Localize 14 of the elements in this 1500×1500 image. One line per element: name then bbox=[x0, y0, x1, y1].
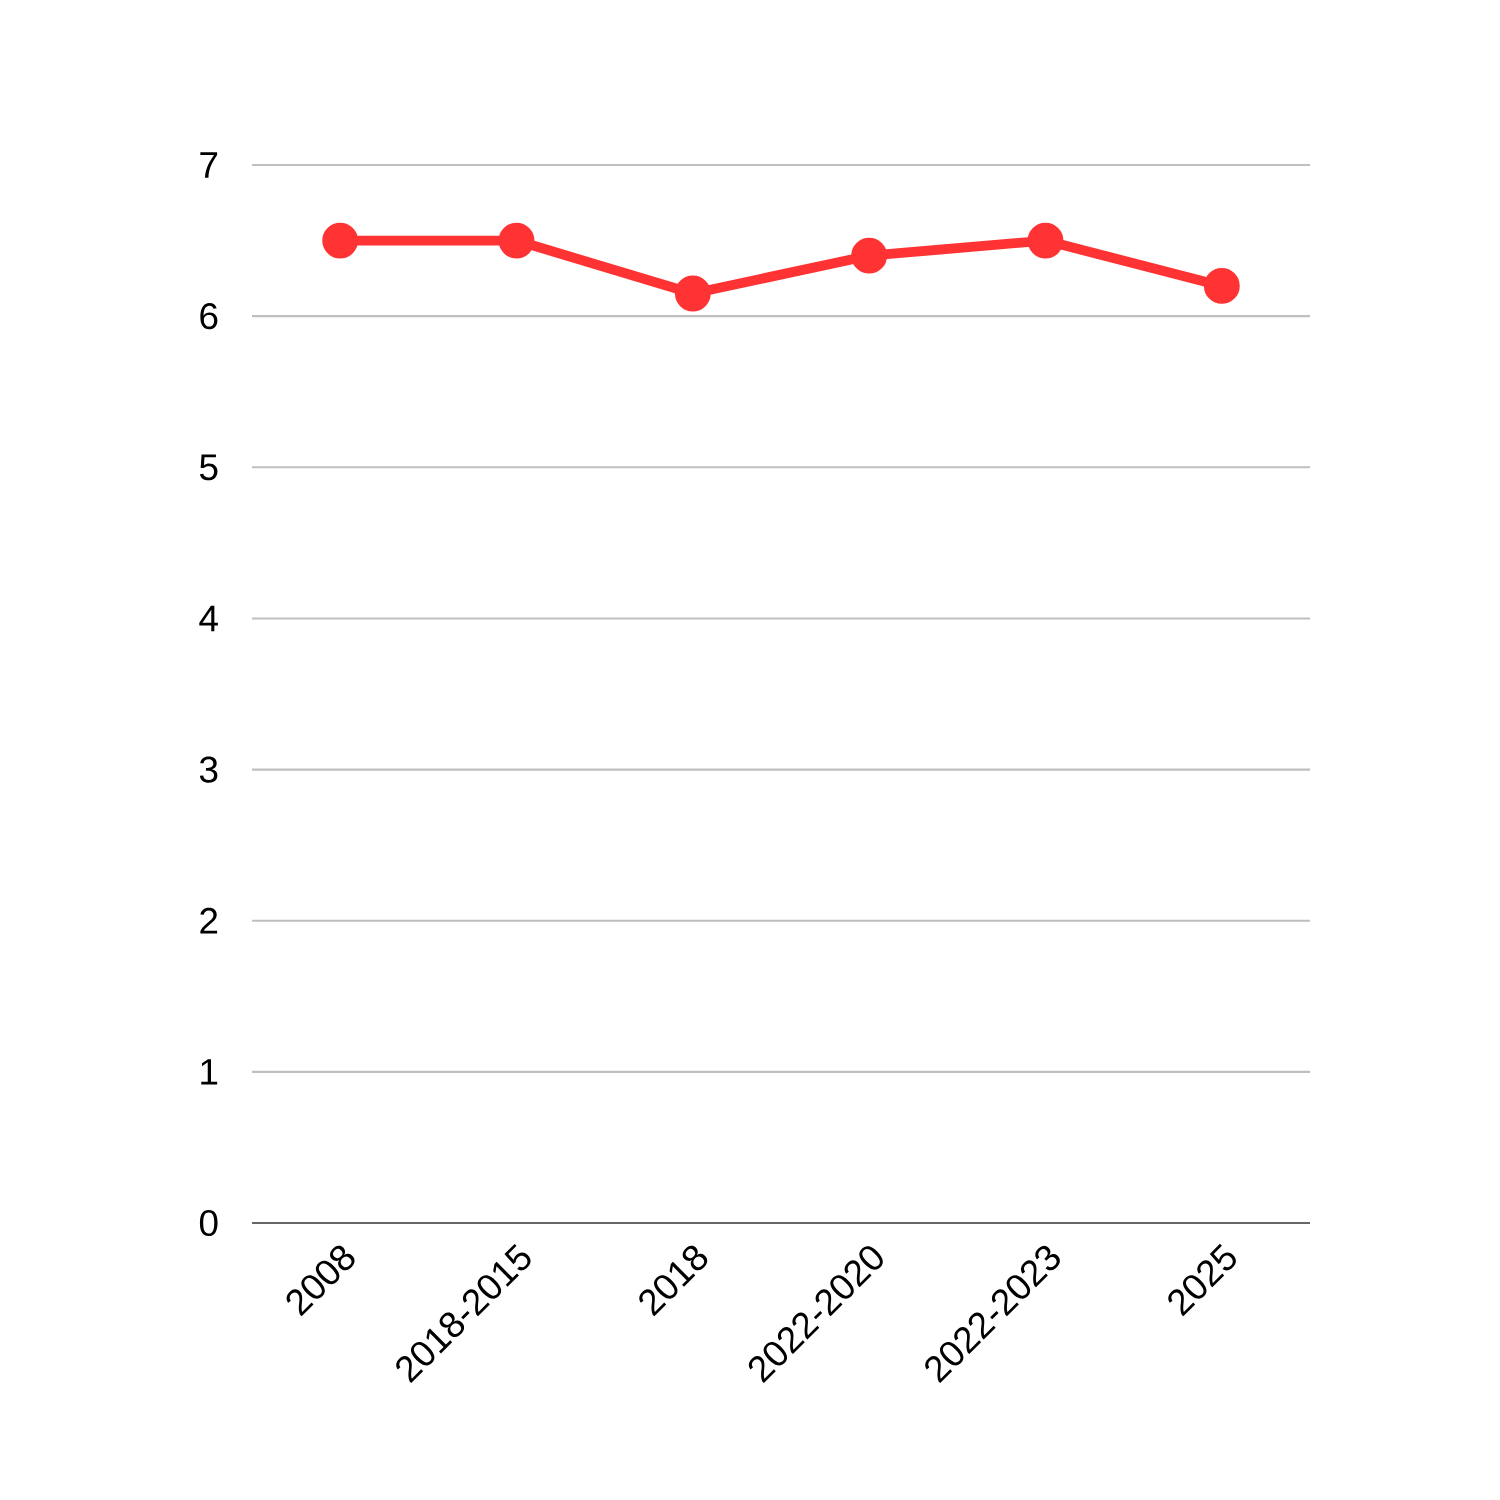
point bbox=[1203, 268, 1240, 304]
point bbox=[1027, 222, 1064, 259]
y-tick-label: 2 bbox=[200, 907, 218, 934]
y-tick-label: 3 bbox=[199, 756, 218, 783]
y-tick-label: 0 bbox=[199, 1209, 218, 1237]
y-tick-label: 5 bbox=[199, 454, 218, 481]
y-tick-label: 7 bbox=[200, 152, 218, 178]
y-tick-label: 6 bbox=[200, 303, 218, 330]
point bbox=[322, 222, 359, 259]
y-tick-label: 4 bbox=[199, 605, 218, 632]
point bbox=[674, 275, 711, 312]
point bbox=[498, 222, 535, 259]
y-tick-label: 1 bbox=[201, 1059, 218, 1085]
point bbox=[851, 237, 888, 274]
